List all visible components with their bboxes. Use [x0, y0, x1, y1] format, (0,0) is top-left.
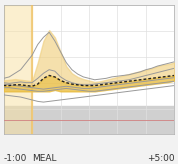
- Text: MEAL: MEAL: [32, 154, 57, 163]
- Text: -1:00: -1:00: [4, 154, 27, 163]
- Bar: [4, 5, 32, 134]
- Text: +5:00: +5:00: [147, 154, 174, 163]
- Bar: [4, 106, 174, 134]
